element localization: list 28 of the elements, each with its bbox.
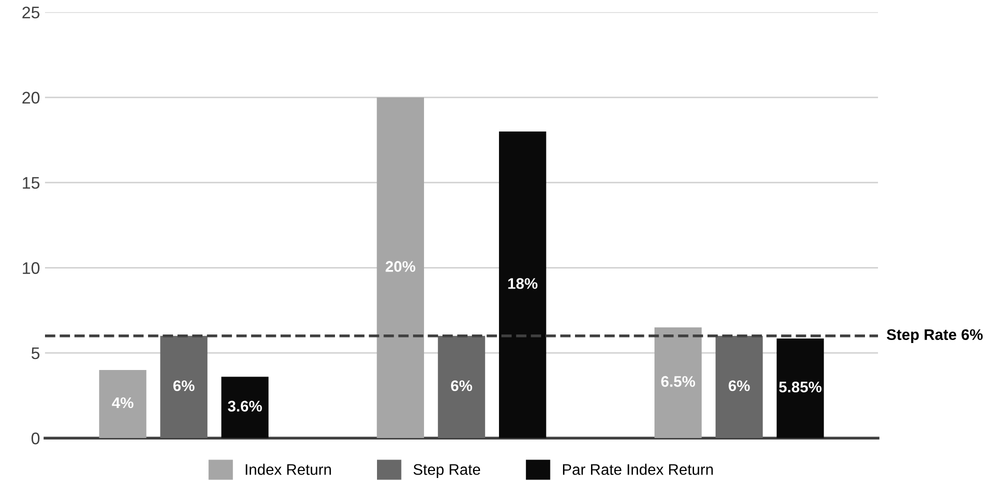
y-tick-label: 25	[22, 6, 40, 18]
data-label: 6%	[173, 380, 194, 392]
bar	[776, 338, 824, 438]
y-tick-label: 15	[22, 177, 40, 189]
bar	[716, 336, 763, 438]
bar	[221, 376, 269, 438]
ref-line-label: Step Rate 6%	[886, 329, 983, 344]
data-label: 6%	[451, 380, 472, 392]
bar	[160, 336, 208, 438]
y-tick-label: 0	[32, 432, 40, 444]
bar	[376, 97, 424, 438]
data-label: 6%	[728, 380, 750, 392]
data-label: 3.6%	[228, 400, 262, 412]
data-label: 18%	[508, 278, 538, 289]
legend-label: Par Rate Index Return	[563, 464, 713, 475]
data-label: 5.85%	[779, 382, 822, 392]
bar	[654, 327, 702, 438]
bar	[438, 336, 486, 438]
y-tick-label: 10	[22, 262, 40, 274]
y-tick-label: 5	[32, 348, 40, 360]
data-label: 4%	[112, 397, 134, 408]
legend-label: Index Return	[246, 464, 331, 475]
bar	[498, 131, 546, 438]
y-tick-label: 20	[22, 92, 40, 104]
legend-label: Step Rate	[414, 464, 480, 478]
data-label: 20%	[386, 261, 416, 272]
bar	[99, 370, 146, 438]
data-label: 6.5%	[661, 376, 696, 387]
